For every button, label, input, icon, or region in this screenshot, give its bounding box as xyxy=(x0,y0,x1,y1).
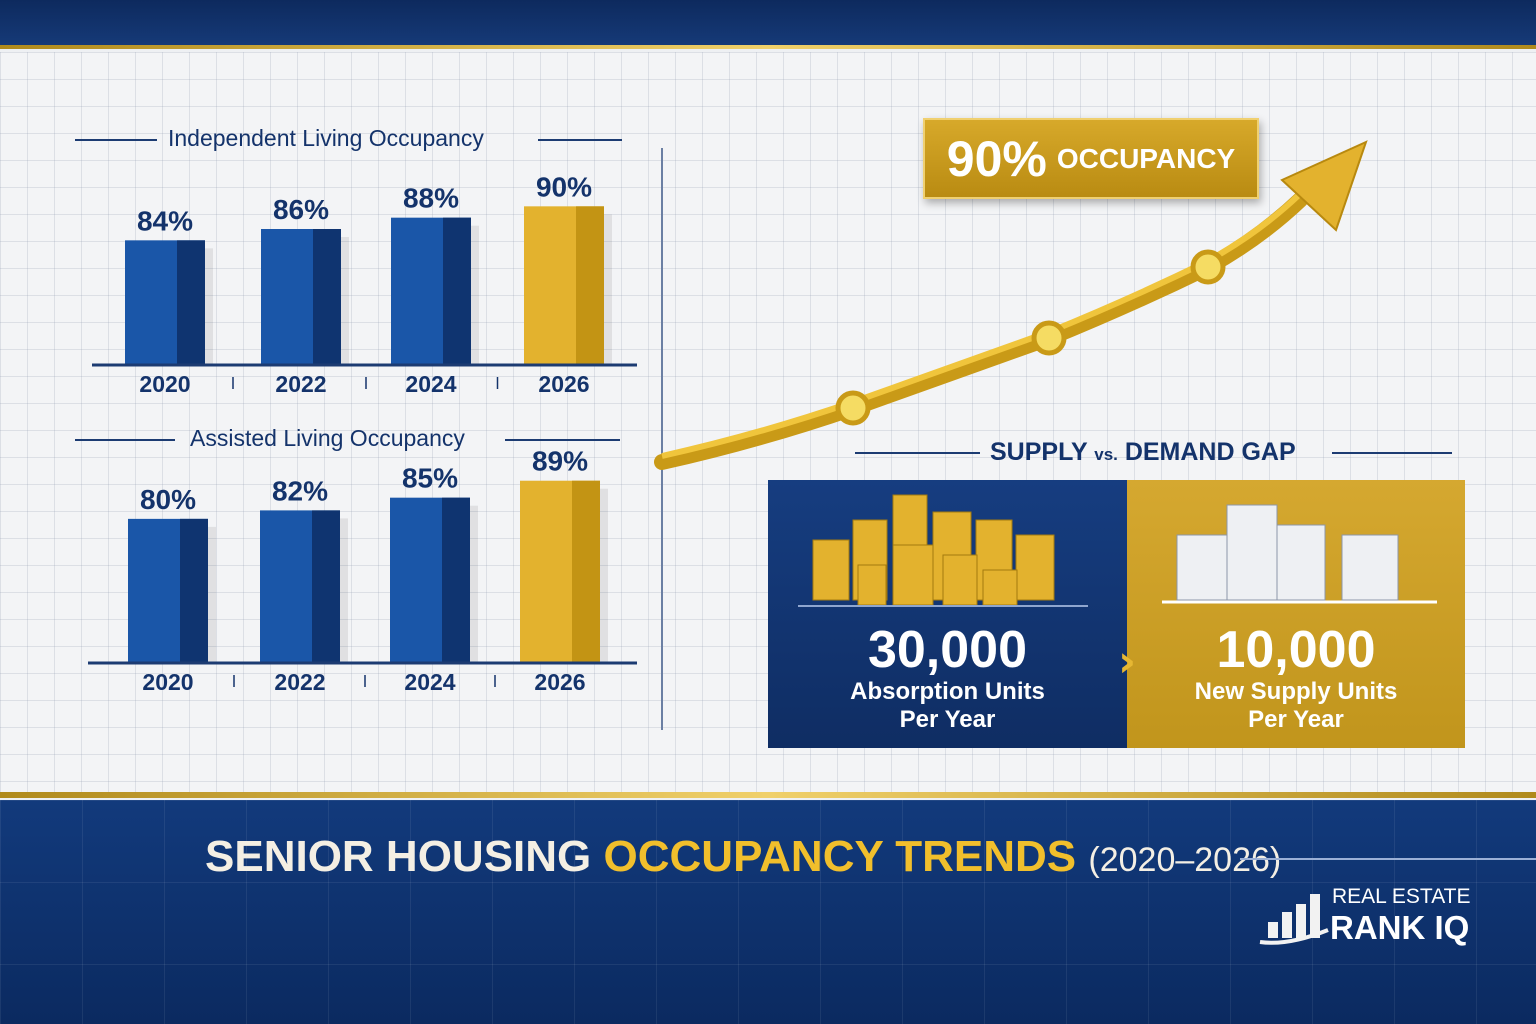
gap-title: SUPPLY vs. DEMAND GAP xyxy=(990,438,1296,467)
bar-side xyxy=(180,518,208,663)
supply-box: 10,000 New Supply Units Per Year xyxy=(1127,480,1465,748)
chevron-right-icon: › xyxy=(1118,636,1137,687)
title-rule xyxy=(538,139,622,141)
bar-side xyxy=(572,480,600,663)
footer-rule xyxy=(1240,858,1536,860)
bar-chart-logo-icon xyxy=(1259,894,1329,945)
demand-box: 30,000 Absorption Units Per Year xyxy=(768,480,1127,748)
gold-divider xyxy=(0,45,1536,49)
x-tick-label: 2020 xyxy=(139,371,190,397)
arrow-head-icon xyxy=(1280,140,1368,232)
buildings-icon xyxy=(1162,504,1437,604)
bar-value-label: 82% xyxy=(272,475,328,506)
gap-title-demand: DEMAND GAP xyxy=(1124,438,1296,466)
x-tick-label: 2020 xyxy=(142,669,193,695)
title-rule xyxy=(505,439,620,441)
top-band xyxy=(0,0,1536,46)
trend-marker xyxy=(835,390,871,426)
footer-title-years: (2020–2026) xyxy=(1088,841,1282,879)
x-tick-label: 2026 xyxy=(538,371,589,397)
trend-marker xyxy=(1190,249,1226,285)
x-tick-label: 2024 xyxy=(404,669,455,695)
supply-label: New Supply Units Per Year xyxy=(1127,678,1465,734)
supply-label-line1: New Supply Units xyxy=(1194,678,1398,705)
title-rule xyxy=(75,139,157,141)
trend-line-highlight xyxy=(661,191,1303,459)
title-rule xyxy=(75,439,175,441)
gold-divider xyxy=(0,792,1536,798)
x-tick-label: 2022 xyxy=(275,371,326,397)
gap-title-supply: SUPPLY xyxy=(990,438,1088,466)
x-tick-label: 2022 xyxy=(274,669,325,695)
gap-title-vs: vs. xyxy=(1094,445,1118,464)
x-tick-label: 2026 xyxy=(534,669,585,695)
bar-side xyxy=(313,229,341,365)
logo-line1: REAL ESTATE xyxy=(1332,885,1471,908)
bar-value-label: 80% xyxy=(140,484,196,515)
bar-side xyxy=(576,206,604,365)
bar-value-label: 89% xyxy=(532,446,588,477)
trend-line-chart xyxy=(654,140,1368,470)
demand-label: Absorption Units Per Year xyxy=(768,678,1127,734)
chart-title-assisted: Assisted Living Occupancy xyxy=(190,425,465,451)
buildings-icon xyxy=(798,494,1088,607)
demand-label-line1: Absorption Units xyxy=(850,678,1045,705)
chart-title-independent: Independent Living Occupancy xyxy=(168,125,484,151)
demand-value: 30,000 xyxy=(867,621,1028,679)
badge-label: OCCUPANCY xyxy=(1056,142,1236,174)
bar-value-label: 86% xyxy=(273,194,329,225)
supply-label-line2: Per Year xyxy=(1248,706,1344,733)
trend-line xyxy=(654,192,1308,470)
bar-side xyxy=(312,510,340,663)
bar-value-label: 85% xyxy=(402,463,458,494)
footer-band xyxy=(0,800,1536,1024)
trend-marker xyxy=(1031,320,1067,356)
supply-value: 10,000 xyxy=(1216,621,1376,679)
footer-title-part1: SENIOR HOUSING xyxy=(205,832,592,881)
demand-label-line2: Per Year xyxy=(899,706,996,733)
footer-title: SENIOR HOUSING OCCUPANCY TRENDS (2020–20… xyxy=(205,832,1281,882)
footer-title-part2: OCCUPANCY TRENDS xyxy=(603,832,1077,881)
bar-value-label: 88% xyxy=(403,183,459,214)
bar-side xyxy=(442,497,470,663)
bar-side xyxy=(443,217,471,365)
bar-side xyxy=(177,240,205,365)
bar-value-label: 90% xyxy=(536,171,592,202)
occupancy-badge: 90% OCCUPANCY xyxy=(923,118,1259,199)
x-tick-label: 2024 xyxy=(405,371,456,397)
logo-line2: RANK IQ xyxy=(1330,909,1470,946)
badge-value: 90% xyxy=(946,130,1047,187)
bar-value-label: 84% xyxy=(137,205,193,236)
